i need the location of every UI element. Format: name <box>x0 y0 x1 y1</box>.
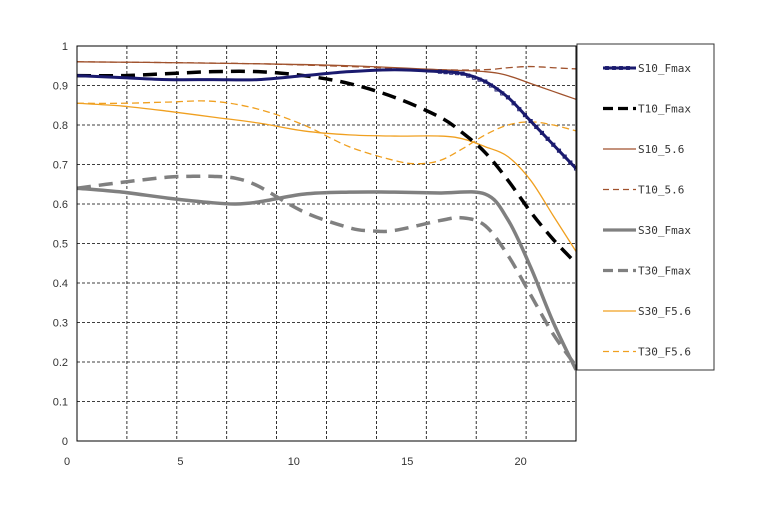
y-tick-label: 0.6 <box>53 199 68 211</box>
legend-label: S10_Fmax <box>638 62 691 75</box>
x-tick-label: 5 <box>177 456 183 468</box>
y-tick-label: 0.3 <box>53 318 68 330</box>
series-line <box>76 100 577 165</box>
legend-item: T10_5.6 <box>603 184 684 197</box>
series-point <box>454 71 459 76</box>
legend-label: T10_Fmax <box>638 103 691 116</box>
plot-frame <box>76 45 577 442</box>
y-tick-label: 0 <box>62 436 68 448</box>
series-point <box>449 70 454 75</box>
series-point <box>511 101 516 106</box>
series-point <box>471 75 476 80</box>
series-line <box>76 174 578 367</box>
series-s30-f5-6 <box>76 102 577 252</box>
series-point <box>522 113 528 118</box>
series-point <box>494 87 499 92</box>
series-point <box>443 70 448 75</box>
series-t10-fmax <box>76 69 578 265</box>
y-tick-label: 0.9 <box>53 81 68 93</box>
legend-item: S10_Fmax <box>603 62 691 75</box>
legend-marker <box>619 66 623 70</box>
series-point <box>466 73 471 78</box>
legend-label: S30_Fmax <box>638 224 691 237</box>
series-t30-f5-6 <box>76 100 577 165</box>
series-point <box>500 91 505 96</box>
series-point <box>568 160 573 165</box>
series-line <box>76 186 578 371</box>
legend-item: S30_Fmax <box>603 224 691 237</box>
series-point <box>505 95 511 100</box>
series-line <box>76 69 578 265</box>
series-t30-fmax <box>76 174 578 367</box>
legend-label: S10_5.6 <box>638 143 684 156</box>
series-point <box>534 124 539 130</box>
series-s30-fmax <box>76 186 578 371</box>
series-point <box>562 154 567 159</box>
legend-item: T30_F5.6 <box>603 346 691 359</box>
series-point <box>483 79 488 84</box>
y-tick-label: 1 <box>62 41 68 53</box>
legend-box <box>576 43 715 371</box>
y-tick-label: 0.8 <box>53 120 68 132</box>
series-point <box>488 83 493 88</box>
legend-marker <box>605 66 609 70</box>
y-tick-label: 0.2 <box>53 357 68 369</box>
legend: S10_Fmax T10_Fmax S10_5.6 T10_5.6 S30_Fmax T3… <box>576 43 715 371</box>
x-tick-label: 15 <box>401 456 413 468</box>
legend-item: T10_Fmax <box>603 103 691 116</box>
y-tick-label: 0.4 <box>53 278 68 290</box>
x-axis-ticks: 0 5 10 15 20 <box>64 456 527 468</box>
series-point <box>460 71 465 76</box>
x-tick-label: 10 <box>288 456 300 468</box>
x-tick-label: 20 <box>515 456 527 468</box>
legend-label: S30_F5.6 <box>638 305 691 318</box>
legend-label: T30_F5.6 <box>638 346 691 359</box>
series-point <box>539 130 545 135</box>
series-s10-fmax <box>76 68 579 171</box>
series-point <box>551 142 556 147</box>
legend-label: T30_Fmax <box>638 265 691 278</box>
legend-marker <box>612 66 616 70</box>
legend-item: S10_5.6 <box>603 143 684 156</box>
legend-label: T10_5.6 <box>638 184 684 197</box>
legend-item: T30_Fmax <box>603 265 691 278</box>
series-point <box>517 107 522 112</box>
legend-item: S30_F5.6 <box>603 305 691 318</box>
x-tick-label: 0 <box>64 456 70 468</box>
series-line <box>76 102 577 252</box>
y-tick-label: 0.5 <box>53 239 68 251</box>
series-point <box>556 148 562 153</box>
series-point <box>477 77 482 82</box>
series-point <box>437 69 442 74</box>
legend-marker <box>626 66 630 70</box>
series-layer <box>76 61 579 371</box>
y-tick-label: 0.1 <box>53 397 68 409</box>
series-point <box>545 136 550 141</box>
y-axis-ticks: 0 0.1 0.2 0.3 0.4 0.5 0.6 0.7 0.8 0.9 1 <box>53 41 68 448</box>
y-tick-label: 0.7 <box>53 160 68 172</box>
series-point <box>528 118 533 124</box>
